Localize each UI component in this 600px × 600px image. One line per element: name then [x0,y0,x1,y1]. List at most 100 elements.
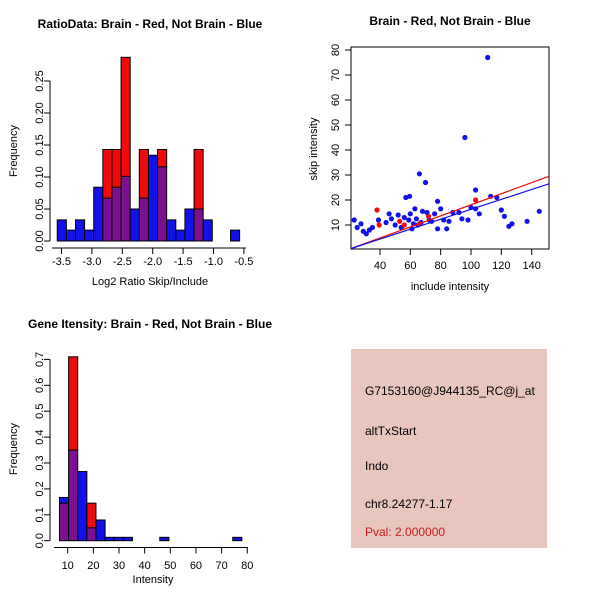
x-tick-label: -2.0 [143,256,162,268]
scatter-point-blue [386,211,392,217]
scatter-point-blue [465,217,471,223]
hist-bar-blue [113,536,124,542]
info-probe-id: G7153160@J944135_RC@j_at [365,384,535,398]
hist-bar-purple [120,175,131,242]
x-tick-label: 60 [190,560,202,572]
scatter-point-blue [462,134,468,141]
y-tick-label: 60 [330,94,342,106]
scatter-point-blue [432,211,438,217]
hist-bar-red [138,148,149,199]
hist-bar-red [111,148,122,188]
hist-bar-blue [74,219,86,242]
hist-bar-blue [202,219,213,242]
hist-bar-purple [102,197,113,242]
x-tick-label: 100 [462,260,480,272]
hist-bar-blue [104,536,115,542]
hist-bar-blue [77,471,88,542]
ratio-hist-ylabel: Frequency [8,125,20,177]
y-tick-label: 0.25 [34,70,46,91]
gene-hist-title: Gene Itensity: Brain - Red, Not Brain - … [27,317,273,331]
info-pval: Pval: 2.000000 [365,525,446,539]
hist-bar-red [102,148,113,199]
fit-line-blue [351,183,550,250]
x-tick-label: 60 [404,260,416,272]
y-tick-label: 10 [330,219,342,231]
y-tick-label: 0.1 [34,507,46,522]
x-tick-label: 80 [435,260,447,272]
scatter-point-blue [407,193,413,199]
x-tick-label: 30 [113,560,125,572]
scatter-point-blue [358,221,364,227]
plot-box [350,46,550,250]
hist-bar-blue [230,229,241,242]
hist-bar-red [86,502,97,529]
scatter-point-blue [413,216,419,222]
scatter-point-blue [363,231,369,237]
x-tick-label: 70 [215,560,227,572]
y-tick-label: 0.6 [34,378,46,393]
y-tick-label: 0.4 [34,429,46,444]
y-tick-label: 0.7 [34,352,46,367]
gene-hist-ylabel: Frequency [8,423,20,475]
hist-bar-blue [232,536,243,542]
scatter-point-blue [354,224,360,231]
hist-bar-blue [159,536,170,542]
scatter-point-blue [498,207,504,213]
y-tick-label: 20 [330,194,342,206]
x-tick-label: -0.5 [234,256,253,268]
hist-bar-purple [68,449,79,542]
scatter-point-blue [476,211,482,217]
x-tick-label: -1.5 [174,256,193,268]
scatter-point-blue [473,187,479,193]
scatter-point-blue [446,218,452,224]
scatter-point-blue [369,224,375,231]
gene-hist-xlabel: Intensity [132,574,174,586]
scatter-point-blue [435,226,441,232]
hist-bar-blue [184,208,195,242]
info-location: chr8.24277-1.17 [365,497,453,511]
hist-bar-purple [86,527,97,542]
ratio-hist-xlabel: Log2 Ratio Skip/Include [91,276,209,288]
hist-bar-blue [122,536,133,542]
hist-bar-blue [58,496,70,504]
hist-bar-blue [129,208,140,242]
hist-bar-purple [111,186,122,242]
scatter-point-blue [375,217,382,223]
x-tick-label: -3.0 [82,256,101,268]
scatter-point-blue [407,211,413,217]
hist-bar-purple [138,197,149,242]
hist-bar-red [68,356,79,451]
hist-bar-blue [166,219,177,242]
y-tick-label: 50 [330,119,342,131]
scatter-point-red [425,213,432,219]
scatter-point-blue [501,213,507,219]
scatter-point-blue [383,219,389,226]
scatter-point-blue [351,217,357,223]
scatter-point-red [374,207,380,213]
hist-bar-purple [193,208,204,242]
ratio-hist-title: RatioData: Brain - Red, Not Brain - Blue [37,17,263,31]
hist-bar-red [193,148,204,210]
scatter-point-blue [388,216,394,222]
x-tick-label: -2.5 [113,256,132,268]
hist-bar-blue [56,219,67,242]
y-tick-label: 30 [330,169,342,181]
hist-bar-blue [93,186,104,242]
x-tick-label: 40 [374,260,386,272]
info-dataset: Indo [365,459,389,473]
scatter-point-blue [438,206,444,212]
y-tick-label: 0.00 [34,230,46,251]
scatter-point-blue [419,208,426,214]
scatter-point-blue [392,222,398,228]
info-event-type: altTxStart [365,424,417,438]
scatter-point-blue [536,208,542,214]
hist-bar-blue [65,229,76,242]
y-tick-label: 0.15 [34,134,46,155]
scatter-xlabel: include intensity [410,281,490,293]
hist-bar-purple [58,502,70,542]
scatter-point-blue [459,216,465,222]
y-tick-label: 0.20 [34,102,46,123]
hist-bar-red [120,56,131,177]
scatter-point-red [473,197,479,203]
